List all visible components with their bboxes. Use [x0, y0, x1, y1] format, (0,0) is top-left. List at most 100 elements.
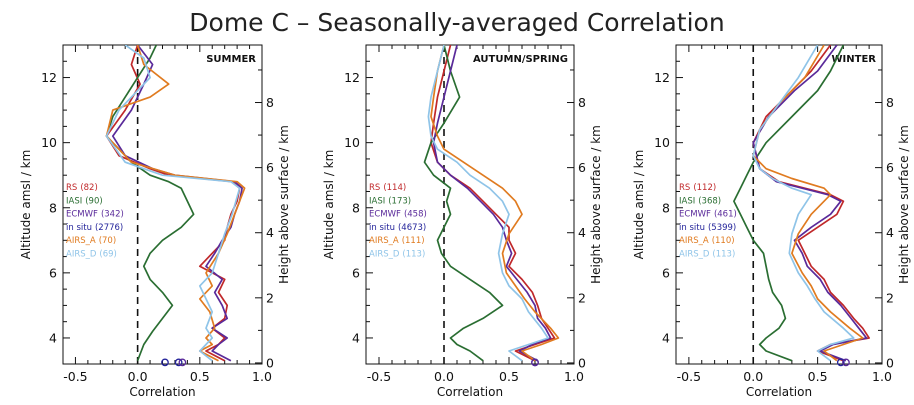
legend-count: (5399) [708, 223, 736, 233]
legend-entry-ecmwf: ECMWF (342) [66, 210, 124, 220]
y-axis-label: Altitude amsl / km [632, 150, 646, 260]
legend-count: (342) [101, 210, 124, 220]
x-tick-label: 0.0 [434, 369, 454, 384]
legend: RS (114) IASI (173) ECMWF (458) in situ (4673) A… [369, 183, 427, 260]
y-tick-label: 6 [49, 265, 57, 280]
legend-count: (4673) [398, 223, 426, 233]
series-airs-d-line [427, 45, 549, 362]
y-tick-label: 6 [662, 265, 670, 280]
series-rs-line [105, 45, 241, 362]
legend-series-name: IASI [66, 196, 82, 206]
y-right-tick-label: 0 [886, 355, 894, 370]
legend-series-name: AIRS_A [66, 236, 96, 246]
x-tick-label: -0.5 [367, 369, 391, 384]
y-tick-label: 10 [41, 135, 57, 150]
legend-count: (458) [404, 210, 427, 220]
legend-count: (2776) [95, 223, 123, 233]
y-right-tick-label: 6 [578, 160, 586, 175]
y-axis-label: Altitude amsl / km [322, 150, 336, 260]
legend-series-name: RS [369, 183, 380, 193]
legend-count: (461) [714, 210, 737, 220]
panel-winter: -0.5 0.0 0.5 1.0 4 6 8 10 12 0 2 4 6 8 Correlation Alti… [632, 44, 911, 399]
series-airs-d-line [752, 45, 855, 362]
y-tick-label: 10 [654, 135, 670, 150]
marker-ecmwf [531, 358, 539, 367]
legend: RS (112) IASI (368) ECMWF (461) in situ (5399) A… [679, 183, 737, 260]
y-right-tick-label: 0 [578, 355, 586, 370]
x-axis-label: Correlation [129, 385, 195, 399]
x-tick-label: 0.0 [128, 369, 148, 384]
legend-count: (368) [698, 196, 721, 206]
legend-series-name: AIRS_A [679, 236, 709, 246]
marker-in-situ [174, 358, 183, 367]
series-group [105, 45, 246, 362]
y-right-tick-label: 4 [886, 225, 894, 240]
legend-entry-in-situ: in situ (2776) [66, 223, 123, 233]
legend-series-name: AIRS_D [369, 250, 400, 260]
legend-count: (111) [402, 236, 425, 246]
y-tick-label: 12 [344, 70, 360, 85]
legend-count: (69) [99, 250, 116, 260]
x-axis-label: Correlation [437, 385, 503, 399]
x-tick-label: 0.5 [190, 369, 210, 384]
legend-entry-iasi: IASI (173) [369, 196, 411, 206]
panels: -0.5 0.0 0.5 1.0 4 6 8 10 12 0 2 4 6 8 Correlation Alti… [19, 44, 911, 399]
y-right-axis-label: Height above surface / km [589, 125, 603, 284]
legend-entry-airs-d: AIRS_D (113) [369, 250, 425, 260]
marker-in-situ [836, 358, 845, 367]
legend-count: (90) [85, 196, 102, 206]
legend: RS (82) IASI (90) ECMWF (342) in situ (2776) AIR… [66, 183, 124, 260]
y-tick-label: 6 [352, 265, 360, 280]
legend-entry-airs-a: AIRS_A (70) [66, 236, 116, 246]
legend-entry-iasi: IASI (368) [679, 196, 721, 206]
figure-title: Dome C – Seasonally-averaged Correlation [189, 8, 724, 37]
legend-count: (70) [99, 236, 116, 246]
y-right-tick-label: 4 [266, 225, 274, 240]
marker-ecmwf [842, 358, 850, 367]
series-group [733, 45, 870, 362]
legend-count: (173) [388, 196, 411, 206]
y-tick-label: 8 [662, 200, 670, 215]
series-group [423, 45, 560, 362]
y-tick-label: 10 [344, 135, 360, 150]
x-tick-label: 0.5 [499, 369, 519, 384]
x-tick-label: 0.5 [808, 369, 828, 384]
legend-entry-iasi: IASI (90) [66, 196, 103, 206]
y-tick-label: 12 [41, 70, 57, 85]
marker-ecmwf [178, 358, 187, 367]
legend-entry-in-situ: in situ (5399) [679, 223, 736, 233]
legend-series-name: IASI [679, 196, 695, 206]
legend-series-name: ECMWF [66, 210, 98, 220]
legend-series-name: AIRS_D [679, 250, 710, 260]
y-tick-label: 8 [352, 200, 360, 215]
y-tick-label: 8 [49, 200, 57, 215]
x-tick-label: 1.0 [252, 369, 272, 384]
x-tick-label: 1.0 [872, 369, 892, 384]
legend-entry-rs: RS (114) [369, 183, 406, 193]
panel-autumn-spring: -0.5 0.0 0.5 1.0 4 6 8 10 12 0 2 4 6 8 Correlation Alti… [322, 44, 603, 399]
x-tick-label: 1.0 [564, 369, 584, 384]
y-tick-label: 4 [352, 330, 360, 345]
y-right-tick-label: 2 [266, 290, 274, 305]
legend-entry-airs-a: AIRS_A (110) [679, 236, 735, 246]
y-right-tick-label: 8 [886, 95, 894, 110]
y-tick-label: 4 [662, 330, 670, 345]
legend-series-name: in situ [369, 223, 395, 233]
y-right-axis-label: Height above surface / km [897, 125, 911, 284]
series-iasi-line [105, 45, 195, 362]
legend-series-name: IASI [369, 196, 385, 206]
y-tick-label: 12 [654, 70, 670, 85]
legend-entry-ecmwf: ECMWF (458) [369, 210, 427, 220]
legend-series-name: in situ [66, 223, 92, 233]
legend-entry-rs: RS (112) [679, 183, 716, 193]
legend-count: (113) [712, 250, 735, 260]
series-ecmwf-line [111, 45, 243, 362]
legend-series-name: in situ [679, 223, 705, 233]
x-tick-label: -0.5 [63, 369, 87, 384]
legend-entry-rs: RS (82) [66, 183, 98, 193]
season-label: SUMMER [206, 54, 256, 65]
legend-series-name: RS [66, 183, 77, 193]
legend-count: (110) [712, 236, 735, 246]
y-right-tick-label: 0 [266, 355, 274, 370]
